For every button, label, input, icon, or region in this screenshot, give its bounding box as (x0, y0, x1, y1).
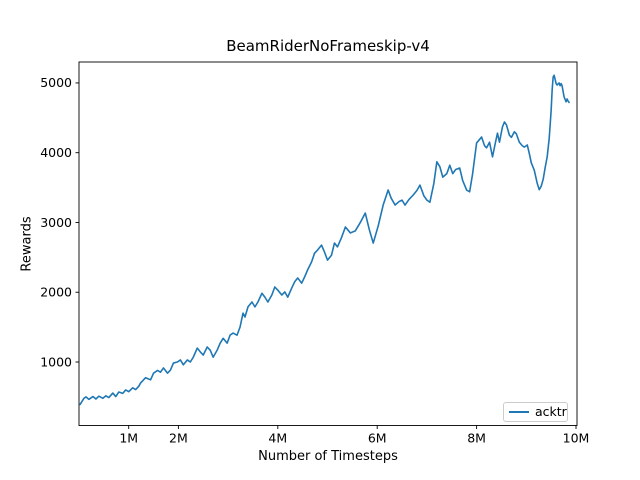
y-axis-label: Rewards (19, 216, 35, 272)
y-tick-label: 2000 (40, 285, 72, 300)
chart-title: BeamRiderNoFrameskip-v4 (226, 37, 430, 55)
y-tick-label: 3000 (40, 215, 72, 230)
axes-frame (78, 61, 578, 426)
y-tick-label: 4000 (40, 145, 72, 160)
x-tick-label: 10M (563, 431, 590, 446)
x-tick-label: 8M (467, 431, 486, 446)
x-tick-label: 4M (268, 431, 287, 446)
x-tick-label: 2M (169, 431, 188, 446)
legend-box: acktr (503, 402, 568, 422)
y-tick-label: 5000 (40, 75, 72, 90)
x-tick-label: 6M (368, 431, 387, 446)
reward-line-acktr (79, 74, 570, 406)
x-tick-label: 1M (119, 431, 138, 446)
legend-line-sample (509, 411, 529, 413)
y-tick-label: 1000 (40, 354, 72, 369)
x-axis-label: Number of Timesteps (258, 449, 398, 464)
legend-entry-label: acktr (535, 403, 567, 419)
